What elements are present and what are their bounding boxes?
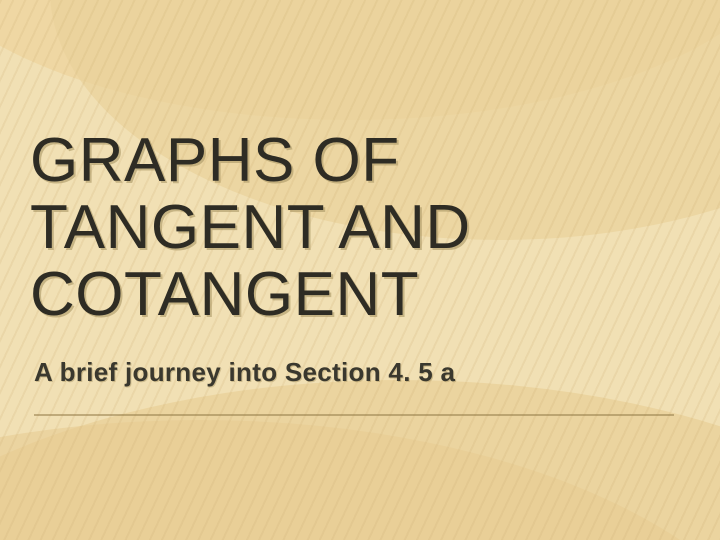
slide-subtitle: A brief journey into Section 4. 5 a (34, 357, 680, 388)
slide-title: GRAPHS OF TANGENT AND COTANGENT (30, 128, 680, 329)
slide: GRAPHS OF TANGENT AND COTANGENT A brief … (0, 0, 720, 540)
divider-rule (34, 414, 674, 416)
content-area: GRAPHS OF TANGENT AND COTANGENT A brief … (30, 128, 680, 416)
